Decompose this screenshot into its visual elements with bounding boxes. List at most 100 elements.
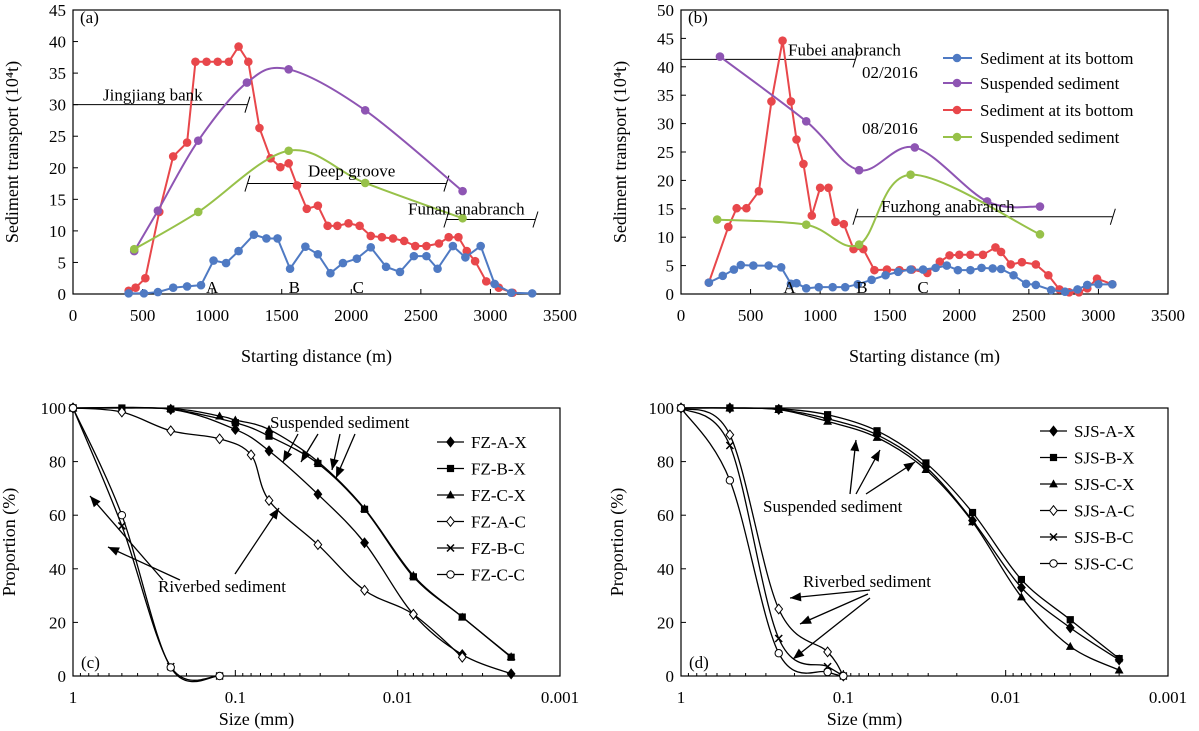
data-point [729, 265, 739, 274]
series-line [72, 407, 463, 658]
data-point [422, 241, 431, 251]
data-point [1046, 285, 1056, 295]
data-point [918, 265, 928, 274]
chart-panel-c: 1 0.1 0.01 0.001 0 20 40 60 80 100 Size (mm) Propor… [0, 399, 579, 730]
data-point [1108, 280, 1117, 289]
data-point [867, 275, 876, 285]
data-point [458, 186, 467, 196]
y-tick-label: 45 [657, 29, 674, 48]
y-axis-label: Proportion (%) [0, 488, 20, 596]
data-point [422, 251, 431, 261]
x-tick-label: 3500 [543, 306, 577, 325]
legend-label: FZ-C-C [471, 566, 525, 585]
x-tick-label: 1000 [195, 306, 229, 325]
y-tick-label: 100 [41, 399, 67, 418]
data-point [360, 584, 369, 596]
legend-label: FZ-B-X [471, 460, 526, 479]
data-point [988, 264, 997, 273]
annotation-label: Suspended sediment [270, 413, 410, 432]
y-tick-label: 0 [58, 667, 67, 686]
data-point [906, 265, 915, 274]
data-point [506, 668, 516, 680]
x-tick-label: 3500 [1151, 306, 1185, 325]
data-point [840, 282, 850, 292]
data-point [736, 260, 746, 270]
legend-swatch-marker [952, 78, 962, 88]
data-point [313, 457, 323, 465]
annotation-arrow [234, 507, 280, 575]
data-point [823, 416, 833, 425]
data-point [117, 511, 127, 520]
annotation-arrowhead [800, 615, 812, 624]
data-point [448, 241, 458, 251]
data-point [360, 106, 370, 115]
data-point [264, 445, 274, 457]
data-point [893, 267, 903, 277]
data-point [215, 671, 224, 681]
data-point [1049, 504, 1058, 517]
annotation-arrowhead [301, 450, 311, 462]
x-tick-label: 500 [738, 306, 764, 325]
annotation-arrow [799, 593, 869, 625]
data-point [725, 429, 735, 441]
data-point [153, 206, 163, 215]
data-point [732, 203, 741, 213]
data-point [1066, 616, 1074, 624]
y-tick-label: 10 [657, 228, 674, 247]
annotation-arrow [792, 597, 871, 660]
data-point [209, 256, 218, 265]
data-point [839, 671, 848, 681]
chart-panel-d: 1 0.1 0.01 0.001 0 20 40 60 80 100 Size (mm) Propor… [607, 399, 1187, 730]
data-point [333, 221, 342, 231]
legend-label: Sediment at its bottom [980, 49, 1133, 68]
y-tick-label: 30 [657, 115, 674, 134]
annotation-label: Riverbed sediment [803, 572, 931, 591]
x-tick-label: 2500 [1012, 306, 1046, 325]
data-point [454, 232, 463, 242]
data-point [265, 432, 273, 440]
x-axis-label: Size (mm) [219, 709, 294, 730]
data-point [446, 543, 455, 553]
data-point [360, 537, 369, 549]
data-point [234, 42, 243, 51]
x-axis-label: Starting distance (m) [241, 346, 392, 367]
data-point [344, 219, 353, 228]
data-point [434, 239, 444, 248]
legend-group-label: 02/2016 [862, 63, 918, 82]
annotation-arrowhead [329, 458, 339, 470]
data-point [395, 267, 405, 277]
data-point [366, 231, 376, 241]
legend-label: SJS-A-C [1074, 502, 1134, 521]
x-tick-label: 0.01 [991, 688, 1021, 707]
data-point [774, 405, 784, 414]
series-line [680, 407, 1120, 671]
data-point [284, 146, 293, 156]
section-marker: B [856, 278, 867, 297]
data-point [801, 117, 811, 126]
annotation-label: Fubei anabranch [788, 40, 901, 59]
data-point [1031, 280, 1041, 290]
annotation-arrow [789, 589, 871, 599]
data-point [313, 539, 323, 551]
legend-label: FZ-A-C [471, 513, 526, 532]
section-marker: C [917, 278, 928, 297]
annotation-arrowhead [336, 466, 345, 478]
data-point [1009, 270, 1018, 280]
annotation-label: Riverbed sediment [158, 577, 286, 596]
data-point [1049, 479, 1058, 488]
data-point [872, 432, 882, 441]
data-point [715, 52, 725, 61]
data-point [801, 284, 811, 293]
data-point [215, 411, 225, 420]
data-point [433, 264, 442, 274]
x-tick-label: 500 [130, 306, 156, 325]
x-tick-label: 0.001 [1149, 688, 1187, 707]
data-point [1035, 202, 1045, 211]
data-point [799, 159, 808, 169]
data-point [168, 283, 178, 292]
annotation-label: Suspended sediment [763, 497, 903, 516]
data-point [481, 277, 491, 286]
annotation-label: Funan anabranch [408, 200, 525, 219]
section-marker: A [206, 278, 219, 297]
annotation-end-tick [443, 211, 450, 228]
